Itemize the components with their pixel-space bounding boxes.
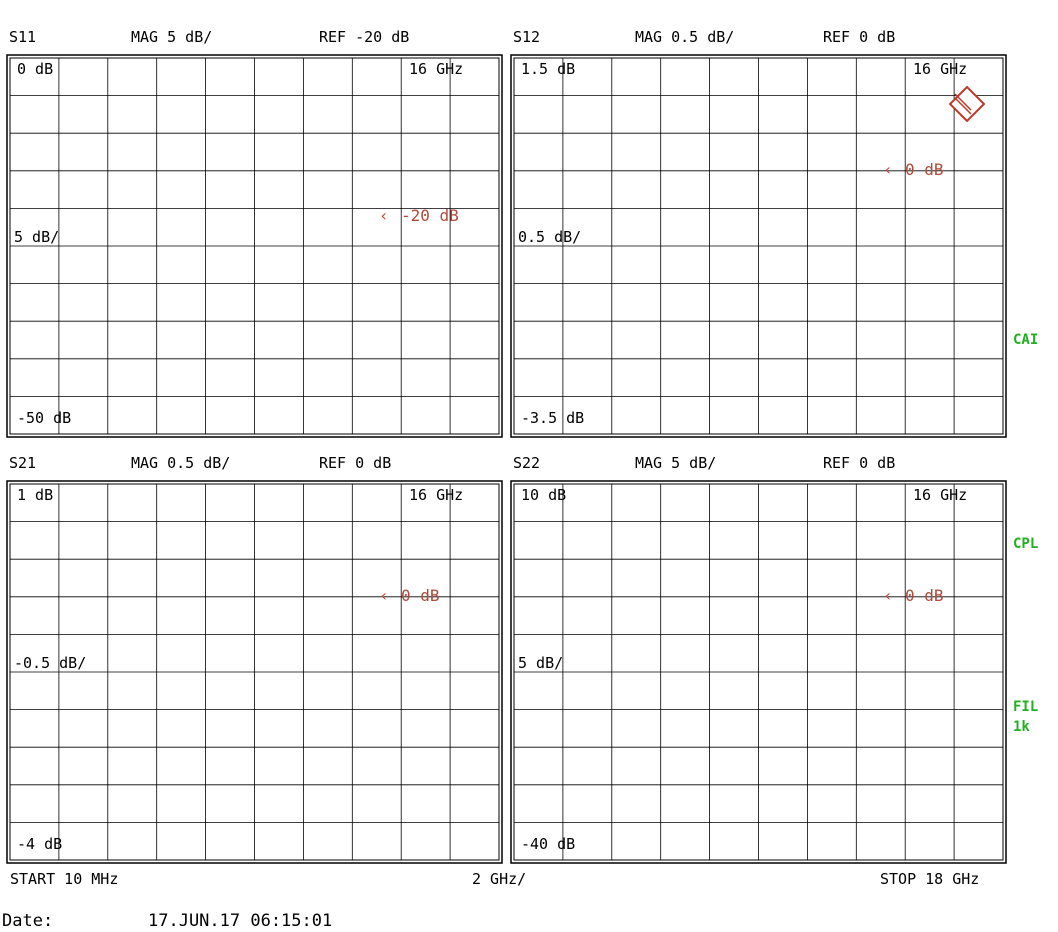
panels-layer: S11 MAG 5 dB/REF -20 dB 0 dB 16 GHz 5 dB/ -50… <box>6 28 1007 864</box>
s22-ref-marker-arrow: ‹ <box>883 586 893 605</box>
s21-scale-label: -0.5 dB/ <box>14 654 86 672</box>
s12-frequency-marker: 16 GHz <box>913 60 967 78</box>
s11-format: MAG 5 dB/ <box>131 28 212 46</box>
s11-trace-name: S11 <box>9 28 36 46</box>
date-value: 17.JUN.17 06:15:01 <box>148 911 332 931</box>
start-frequency: START 10 MHz <box>10 870 118 888</box>
s12-trace-name: S12 <box>513 28 540 46</box>
s21-grid <box>10 484 499 860</box>
s22-top-label: 10 dB <box>521 486 566 504</box>
s22-reference-level: REF 0 dB <box>823 454 895 472</box>
s22-trace-name: S22 <box>513 454 540 472</box>
s11-top-label: 0 dB <box>17 60 53 78</box>
s11-grid <box>10 58 499 434</box>
s12-scale-label: 0.5 dB/ <box>518 228 581 246</box>
s12-grid <box>514 58 1003 434</box>
s21-frequency-marker: 16 GHz <box>409 486 463 504</box>
s21-ref-marker-arrow: ‹ <box>379 586 389 605</box>
s22-scale-label: 5 dB/ <box>518 654 563 672</box>
s12-top-label: 1.5 dB <box>521 60 575 78</box>
s22-bottom-label: -40 dB <box>521 835 575 853</box>
rs-logo-icon <box>948 85 986 123</box>
fil-value: 1k <box>1013 719 1030 735</box>
fil-indicator: FIL <box>1013 699 1038 715</box>
s22-ref-marker: 0 dB <box>905 586 944 605</box>
s12-ref-marker-arrow: ‹ <box>883 160 893 179</box>
s11-ref-marker-arrow: ‹ <box>379 206 389 225</box>
s12-bottom-label: -3.5 dB <box>521 409 584 427</box>
s21-bottom-label: -4 dB <box>17 835 62 853</box>
s11-bottom-label: -50 dB <box>17 409 71 427</box>
date-label: Date: <box>2 911 53 931</box>
s22-format: MAG 5 dB/ <box>635 454 716 472</box>
s21-trace-name: S21 <box>9 454 36 472</box>
s22-grid <box>514 484 1003 860</box>
stop-frequency: STOP 18 GHz <box>880 870 979 888</box>
s12-ref-marker: 0 dB <box>905 160 944 179</box>
s22-frequency-marker: 16 GHz <box>913 486 967 504</box>
frequency-span: 2 GHz/ <box>472 870 526 888</box>
cpl-indicator: CPL <box>1013 536 1038 552</box>
s21-top-label: 1 dB <box>17 486 53 504</box>
s11-scale-label: 5 dB/ <box>14 228 59 246</box>
cal-indicator: CAI <box>1013 332 1038 348</box>
s12-format: MAG 0.5 dB/ <box>635 28 734 46</box>
s21-reference-level: REF 0 dB <box>319 454 391 472</box>
s21-format: MAG 0.5 dB/ <box>131 454 230 472</box>
s12-reference-level: REF 0 dB <box>823 28 895 46</box>
s11-ref-marker: -20 dB <box>401 206 459 225</box>
s11-reference-level: REF -20 dB <box>319 28 409 46</box>
s21-ref-marker: 0 dB <box>401 586 440 605</box>
s11-frequency-marker: 16 GHz <box>409 60 463 78</box>
